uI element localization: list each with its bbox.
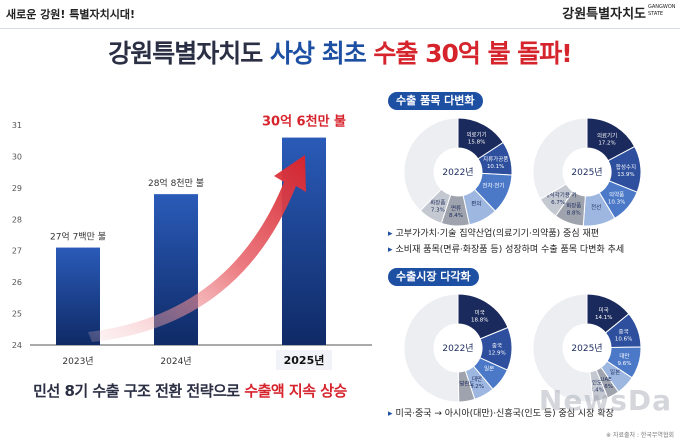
slice-label: 미국 [599, 306, 609, 314]
brand-sub-line-1: GANGWON [648, 4, 676, 10]
slice-label: 의약품 [609, 190, 624, 198]
slice-value-label: 15.8% [468, 140, 485, 146]
slice-value-label: 14.1% [595, 315, 612, 321]
slice-label: 중국 [619, 329, 629, 336]
bar-data-label: 27억 7백만 불 [50, 231, 106, 243]
slice-label: 대만 [472, 375, 482, 383]
slice-label: 미국 [475, 309, 485, 317]
bullet-2: ▸ 소비재 품목(면류·화장품 등) 성장하며 수출 품목 다변화 추세 [388, 242, 624, 255]
growth-arrow [88, 155, 306, 342]
source-note: ※ 자료출처 : 한국무역협회 [606, 432, 674, 439]
slice-value-label: 10.3% [608, 199, 625, 205]
slice-value-label: 12.9% [488, 351, 505, 357]
bullet-marker: ▸ [388, 229, 393, 239]
x-category-label: 2025년 [284, 353, 325, 367]
section-title-products: 수출 품목 다변화 [388, 92, 483, 110]
slice-value-label: 18.8% [471, 318, 488, 324]
x-category-label: 2023년 [62, 356, 93, 367]
slice-label: 편의 [471, 199, 481, 207]
brand-sub-line-2: STATE [648, 11, 664, 17]
slice-value-label: 4.4% [590, 388, 604, 394]
donut-center-label: 2025년 [571, 167, 602, 178]
bullet-1: ▸ 고부가가치·기술 집약산업(의료기기·의약품) 중심 재편 [388, 226, 599, 239]
y-tick-label: 29 [12, 184, 22, 193]
slice-label: 의료기기 [597, 132, 617, 140]
slice-other [403, 117, 459, 212]
y-tick-label: 25 [12, 310, 22, 319]
slice-other [532, 117, 588, 200]
title-part-3: 수출 30억 불 돌파! [365, 39, 572, 68]
x-category-label: 2024년 [160, 356, 191, 367]
brand-logo-text: 강원특별자치도 [562, 7, 646, 22]
slice-value-label: 7.3% [431, 207, 445, 213]
slice-label: 면류 [451, 204, 461, 212]
slice-value-label: 10.6% [615, 337, 632, 343]
y-tick-label: 27 [12, 247, 22, 256]
highlight-year-bg [276, 350, 332, 370]
slice-other [403, 293, 460, 403]
donut-center-label: 2025년 [571, 343, 602, 354]
slice-label: 화장품 [430, 199, 445, 206]
bullet-3-text: 미국·중국 → 아시아(대만)·신흥국(인도 등) 중심 시장 확장 [395, 409, 614, 419]
y-tick-label: 24 [12, 341, 22, 350]
slice-value-label: 8.4% [449, 213, 463, 219]
slice-value-label: 9.6% [617, 361, 631, 367]
slice-label: 대만 [619, 352, 629, 360]
slice-label: 화장품 [566, 203, 581, 210]
bar-2023년 [56, 247, 100, 345]
export-bar-chart: 24 25 26 27 28 29 30 31 27억 7백만 불 2023년 28억 8천만 불 2… [12, 114, 372, 370]
y-tick-label: 30 [12, 152, 22, 161]
bullet-2-text: 소비재 품목(면류·화장품 등) 성장하며 수출 품목 다변화 추세 [395, 245, 625, 255]
slice-value-label: 17.2% [598, 141, 615, 147]
slice-label: UAE [600, 377, 612, 383]
slice-value-label: 6.7% [551, 200, 565, 206]
slice-label: 일본 [484, 364, 494, 372]
slice-label: 네덜란드 [454, 379, 474, 387]
bottom-part-2: 수출액 지속 상승 [244, 382, 347, 400]
slice-label: 전선 [591, 203, 601, 211]
slice-value-label: 13.9% [617, 172, 634, 178]
donut-center-label: 2022년 [442, 167, 473, 178]
slice-value-label: 3.6% [599, 384, 613, 390]
slice-other [532, 293, 594, 403]
slice-label: 합성수지 [616, 163, 636, 171]
slice-value-label: 8.8% [567, 211, 581, 217]
slice-label: 의료기기 [466, 131, 486, 139]
slogan-text: 새로운 강원! 특별자치시대! [6, 8, 136, 21]
donut-center-label: 2022년 [442, 343, 473, 354]
bullet-marker: ▸ [388, 245, 393, 255]
slice-value-label: 6.2% [470, 384, 484, 390]
bottom-part-1: 민선 8기 수출 구조 전환 전략으로 [33, 382, 245, 400]
slice-label: 중국 [492, 343, 502, 350]
brand-subtext: GANGWON STATE [648, 4, 676, 18]
slice-label: 일본 [610, 368, 620, 376]
bar-data-label: 28억 8천만 불 [148, 177, 204, 189]
bullet-3: ▸ 미국·중국 → 아시아(대만)·신흥국(인도 등) 중심 시장 확장 [388, 406, 614, 419]
page-title: 강원특별자치도 사상 최초 수출 30억 불 돌파! [0, 34, 680, 70]
header-bar: 새로운 강원! 특별자치시대! 강원특별자치도 GANGWON STATE [0, 0, 680, 29]
bar-data-label: 30억 6천만 불 [262, 114, 346, 130]
bullet-1-text: 고부가가치·기술 집약산업(의료기기·의약품) 중심 재편 [395, 229, 600, 239]
y-tick-label: 26 [12, 278, 22, 287]
bullet-marker: ▸ [388, 409, 393, 419]
y-tick-label: 31 [12, 121, 22, 130]
watermark-logo: NewsDa [538, 384, 672, 417]
slice-label: 전자·전기 [482, 181, 504, 189]
title-part-2: 사상 최초 [269, 39, 367, 68]
section-title-markets: 수출시장 다각화 [388, 268, 479, 286]
slice-label: 지류가공품 [483, 155, 508, 163]
slice-label: 인도 [592, 380, 602, 387]
bottom-summary: 민선 8기 수출 구조 전환 전략으로 수출액 지속 상승 [0, 380, 380, 401]
y-tick-label: 28 [12, 215, 22, 224]
slice-label: 비내식각기용 기 [540, 191, 577, 199]
title-part-1: 강원특별자치도 [108, 39, 270, 68]
slice-value-label: 10.1% [487, 164, 504, 170]
